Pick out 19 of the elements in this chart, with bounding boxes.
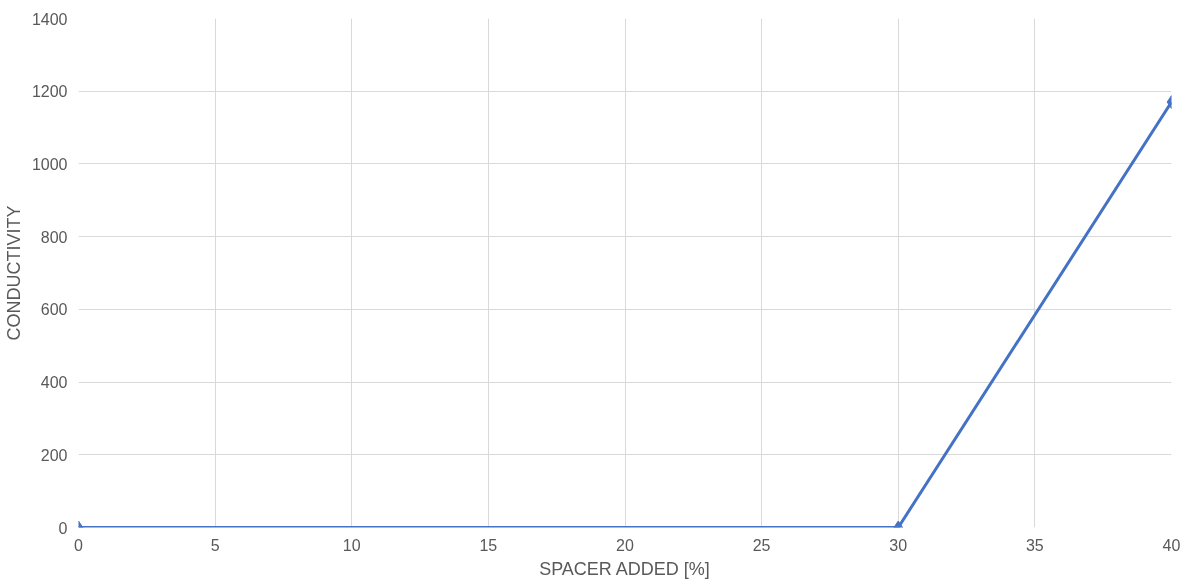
y-tick-label: 1200: [31, 83, 68, 101]
x-axis-title: SPACER ADDED [%]: [539, 558, 710, 579]
x-tick-label: 10: [342, 536, 361, 554]
x-tick-label: 0: [74, 536, 84, 554]
x-tick-label: 30: [889, 536, 908, 554]
x-tick-label: 20: [616, 536, 634, 554]
y-tick-label: 600: [40, 301, 68, 319]
x-tick-label: 40: [1162, 536, 1181, 554]
x-tick-label: 25: [752, 536, 771, 554]
y-tick-label: 400: [40, 374, 68, 392]
y-tick-label: 200: [40, 446, 68, 464]
y-tick-label: 1000: [31, 155, 68, 173]
x-tick-label: 15: [479, 536, 498, 554]
x-tick-label: 5: [210, 536, 220, 554]
y-tick-label: 0: [58, 519, 68, 537]
x-tick-label: 35: [1025, 536, 1044, 554]
y-tick-label: 800: [40, 228, 68, 246]
y-tick-label: 1400: [31, 10, 68, 28]
y-axis-title: CONDUCTIVITY: [3, 205, 24, 341]
